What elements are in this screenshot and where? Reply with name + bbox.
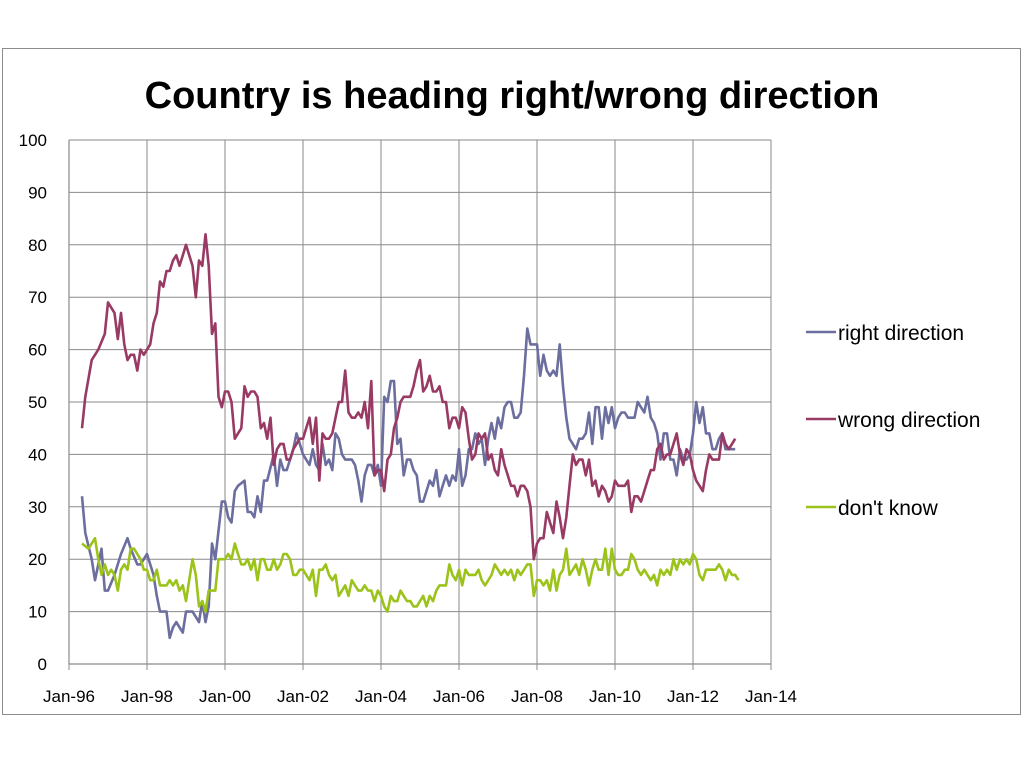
y-tick-label: 0	[38, 655, 47, 674]
y-tick-label: 90	[28, 183, 47, 202]
x-tick-label: Jan-02	[277, 687, 329, 706]
y-tick-label: 50	[28, 393, 47, 412]
chart-frame	[2, 48, 1021, 715]
x-tick-label: Jan-96	[43, 687, 95, 706]
x-tick-label: Jan-04	[355, 687, 407, 706]
y-tick-label: 80	[28, 236, 47, 255]
x-tick-label: Jan-14	[745, 687, 797, 706]
chart-title: Country is heading right/wrong direction	[145, 75, 880, 117]
y-tick-label: 10	[28, 603, 47, 622]
y-tick-label: 30	[28, 498, 47, 517]
legend-label: wrong direction	[837, 409, 980, 432]
x-tick-label: Jan-12	[667, 687, 719, 706]
x-tick-label: Jan-06	[433, 687, 485, 706]
y-tick-label: 20	[28, 550, 47, 569]
y-tick-label: 100	[19, 131, 47, 150]
series-line-wrong-direction	[80, 233, 737, 561]
x-tick-label: Jan-98	[121, 687, 173, 706]
y-tick-label: 70	[28, 288, 47, 307]
x-tick-label: Jan-08	[511, 687, 563, 706]
y-tick-label: 60	[28, 341, 47, 360]
legend-label: right direction	[838, 322, 964, 345]
series-line-don-t-know	[81, 536, 740, 613]
y-tick-label: 40	[28, 445, 47, 464]
x-tick-label: Jan-00	[199, 687, 251, 706]
x-tick-label: Jan-10	[589, 687, 641, 706]
series-line-right-direction	[80, 327, 736, 640]
legend-label: don't know	[838, 497, 939, 520]
